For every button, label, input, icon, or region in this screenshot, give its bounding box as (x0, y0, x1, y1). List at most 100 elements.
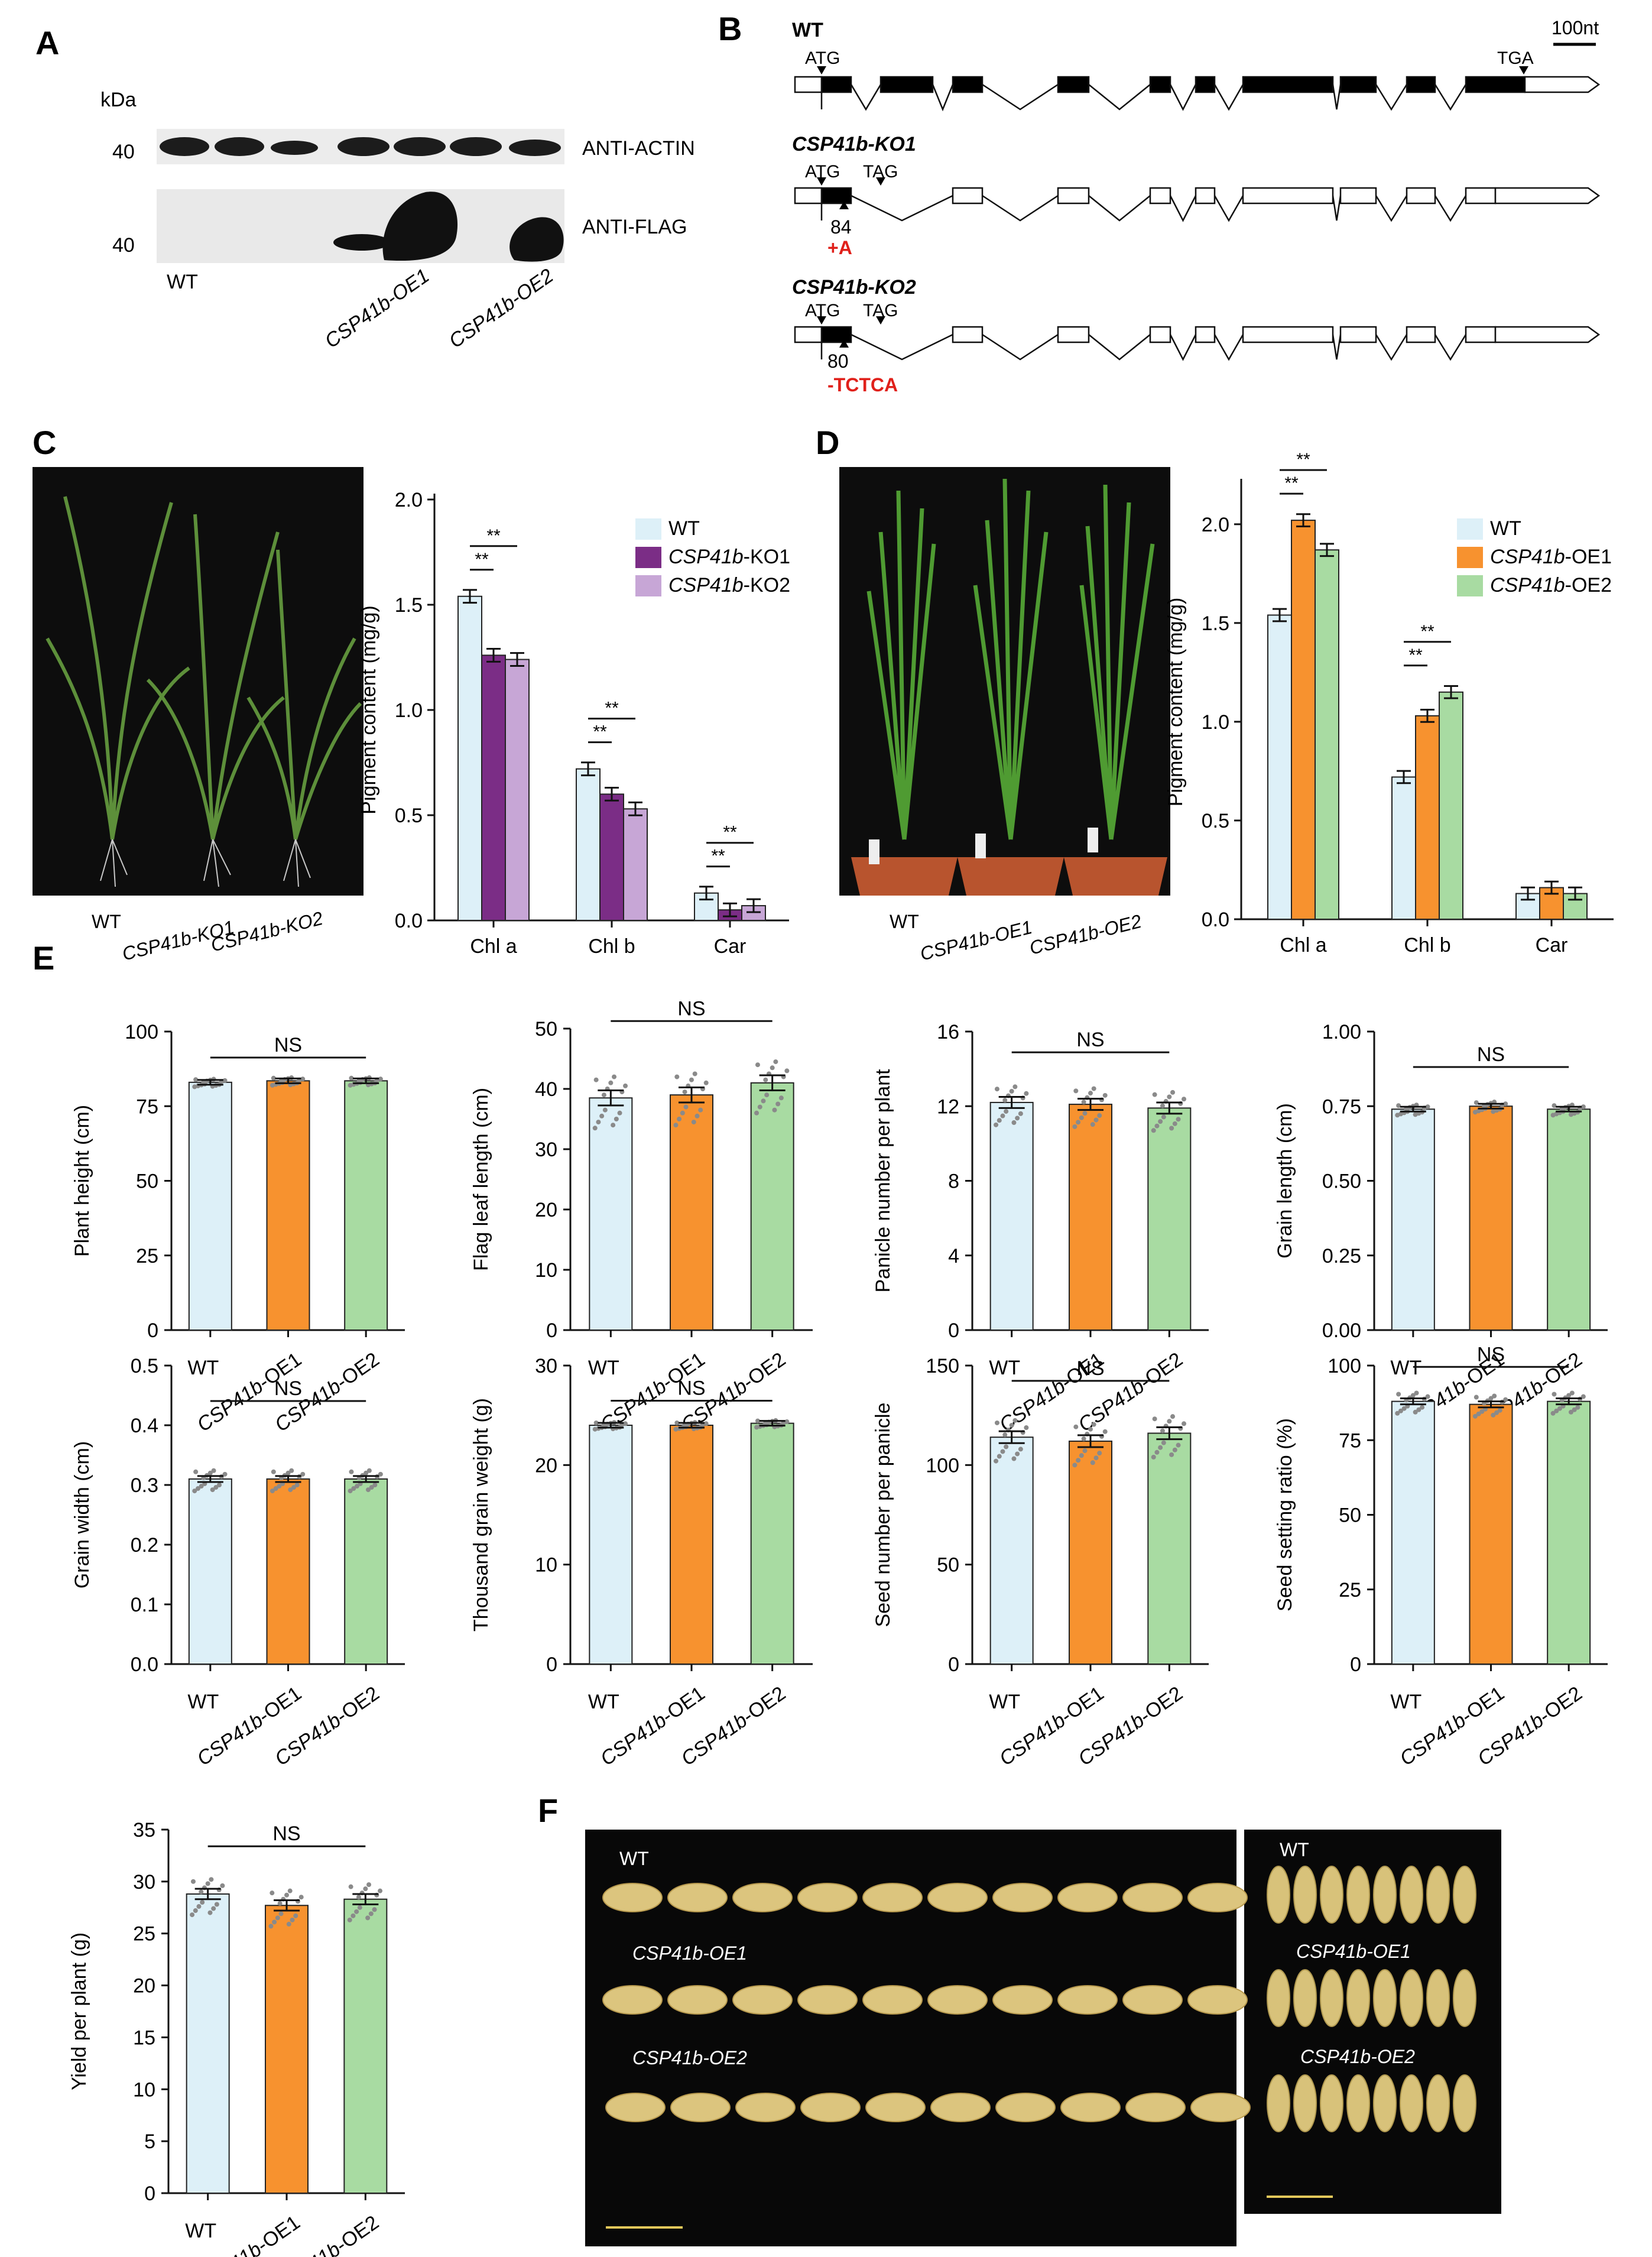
y-tick-label: 0 (948, 1319, 959, 1342)
data-point (1012, 1084, 1018, 1089)
panel-label-f: F (538, 1792, 558, 1829)
legend-swatch (635, 575, 661, 596)
seedling-photo (33, 467, 363, 896)
data-point (287, 1888, 293, 1893)
x-tick-label: Chl b (588, 935, 635, 958)
ko1-gene-title: CSP41b-KO1 (792, 133, 916, 155)
data-point (294, 1483, 300, 1487)
bar (481, 654, 506, 921)
intron (1434, 84, 1467, 111)
label-line-part: -OE2 (332, 2211, 383, 2256)
site-marker (1519, 66, 1528, 74)
y-axis-label: Thousand grain weight (g) (470, 1398, 492, 1632)
legend-gene-part: CSP41b (1490, 574, 1565, 596)
grain-wide (1426, 1866, 1450, 1924)
data-point (623, 1083, 628, 1088)
data-point (1073, 1088, 1079, 1094)
panel-label-c: C (33, 424, 56, 461)
data-point (1154, 1449, 1160, 1455)
intron (1332, 84, 1342, 110)
data-point (1494, 1410, 1499, 1415)
intron (1088, 334, 1151, 361)
data-point (1552, 1103, 1557, 1108)
label-line-part: -OE1 (1457, 1682, 1508, 1727)
panel-label-a: A (35, 24, 59, 61)
legend-swatch (1457, 547, 1483, 568)
data-point (775, 1101, 781, 1107)
data-point (1076, 1120, 1081, 1125)
exon (1149, 187, 1171, 205)
bar (599, 793, 624, 922)
data-point (1420, 1405, 1425, 1410)
data-point (271, 1469, 276, 1474)
data-point (1172, 1121, 1177, 1126)
y-tick-label: 1.00 (1322, 1021, 1361, 1043)
data-point (1170, 1089, 1176, 1095)
data-point (784, 1419, 790, 1424)
data-point (674, 1074, 680, 1079)
y-tick-label: 50 (1339, 1504, 1361, 1527)
grain-wide (1346, 1969, 1370, 2027)
data-point (1170, 1414, 1176, 1419)
data-point (290, 1917, 295, 1922)
grain-left-oe1: CSP41b-OE1 (632, 1943, 747, 1964)
plant-tags (869, 828, 1098, 864)
x-tick-label: Chl b (1404, 934, 1450, 956)
grain-wide (1293, 2074, 1317, 2132)
exon (1242, 76, 1334, 93)
label-line-part: -OE2 (738, 1682, 790, 1727)
x-tick-label: WT (187, 1691, 219, 1713)
actin-band (337, 137, 390, 156)
root (100, 839, 311, 887)
intron (1213, 84, 1244, 111)
label-gene-part: CSP41b (1396, 1709, 1471, 1770)
exon (1339, 326, 1377, 343)
grain-wide (1320, 1866, 1343, 1924)
actin-band (160, 137, 209, 156)
utr3 (1494, 187, 1601, 205)
panel-label-b: B (718, 10, 742, 47)
data-point (1004, 1109, 1009, 1114)
intron (1375, 334, 1408, 361)
data-point (1088, 1091, 1093, 1096)
grain-wide (1293, 1969, 1317, 2027)
x-tick-label: WT (185, 2220, 216, 2242)
mw-actin: 40 (112, 141, 135, 163)
y-tick-label: 0 (1350, 1653, 1361, 1676)
atg-marker (817, 316, 826, 325)
y-tick-label: 2.0 (395, 489, 423, 511)
y-tick-label: 2.0 (1202, 514, 1229, 536)
data-point (363, 1886, 368, 1892)
bar (188, 1478, 232, 1665)
intron (1434, 195, 1467, 222)
data-point (1552, 1392, 1557, 1397)
data-point (1081, 1436, 1086, 1441)
data-point (997, 1454, 1002, 1459)
data-point (601, 1092, 606, 1098)
bar (344, 1080, 388, 1331)
tag-marker (876, 316, 885, 325)
grain-long (1187, 1985, 1248, 2015)
y-tick-label: 75 (136, 1095, 158, 1118)
data-point (368, 1911, 374, 1916)
bar (623, 808, 648, 921)
exon (1465, 187, 1497, 205)
data-point (703, 1421, 709, 1426)
grain-wide (1267, 1866, 1290, 1924)
bar (1147, 1107, 1192, 1331)
data-point (763, 1077, 768, 1082)
data-point (378, 1888, 383, 1893)
legend-line-part: -KO2 (744, 574, 790, 596)
x-tick-label: Chl a (1280, 934, 1326, 956)
y-tick-label: 16 (937, 1021, 959, 1043)
data-point (217, 1483, 222, 1487)
y-tick-label: 0.5 (1202, 810, 1229, 832)
sig-bracket-label: ** (711, 847, 725, 866)
bar (1391, 1400, 1435, 1665)
data-point (614, 1117, 619, 1121)
data-point (349, 1469, 354, 1474)
grain-long (862, 1883, 923, 1912)
grain-wide (1400, 1866, 1423, 1924)
y-tick-label: 1.5 (395, 594, 423, 617)
data-point (348, 1489, 353, 1494)
